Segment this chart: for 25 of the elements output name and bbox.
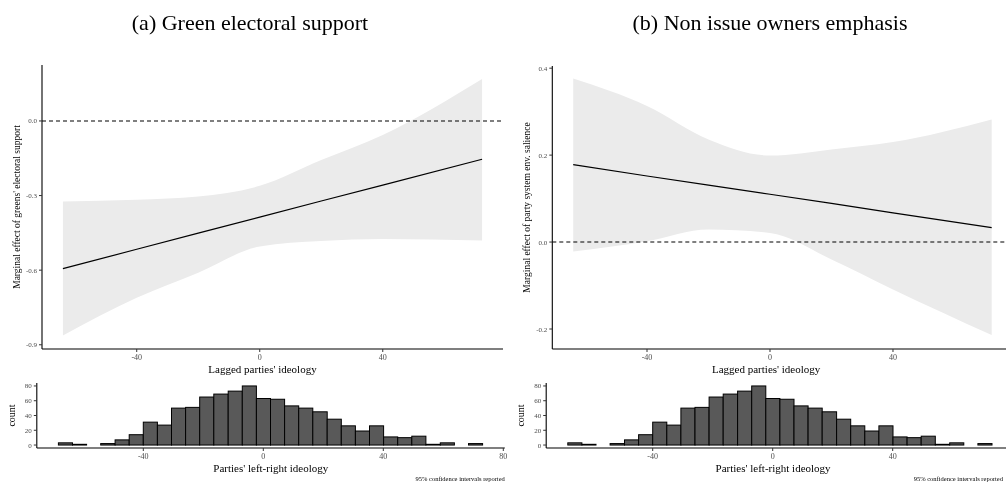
- x-tick-label: -40: [647, 452, 659, 461]
- x-tick-label: 0: [261, 452, 266, 461]
- chart-title: (a) Green electoral support: [131, 10, 369, 35]
- x-tick-label: -40: [641, 353, 653, 362]
- x-tick-label: 80: [499, 452, 508, 461]
- x-tick-label: 0: [767, 353, 772, 362]
- x-tick-label: 40: [378, 353, 387, 362]
- x-axis-title: Parties' left-right ideology: [213, 462, 329, 474]
- line-series: [572, 164, 993, 229]
- x-tick-label: 40: [888, 353, 897, 362]
- x-tick-label: 40: [888, 452, 897, 461]
- y-axis-title: Marginal effect of greens' electoral support: [12, 124, 22, 289]
- chart-title: (b) Non issue owners emphasis: [632, 10, 908, 35]
- y-axis-title: count: [515, 404, 527, 427]
- x-tick-label: 0: [257, 353, 262, 362]
- x-axis-title: Parties' left-right ideology: [715, 462, 832, 474]
- line-series: [62, 158, 483, 270]
- x-tick-label: -40: [137, 452, 149, 461]
- x-axis-title: Lagged parties' ideology: [712, 363, 821, 375]
- y-axis-title: Marginal effect of party system env. salience: [522, 122, 533, 293]
- y-axis-title: count: [5, 404, 17, 427]
- x-tick-label: 40: [379, 452, 388, 461]
- x-tick-label: -40: [131, 353, 143, 362]
- x-tick-label: 0: [770, 452, 775, 461]
- x-axis-title: Lagged parties' ideology: [208, 363, 318, 375]
